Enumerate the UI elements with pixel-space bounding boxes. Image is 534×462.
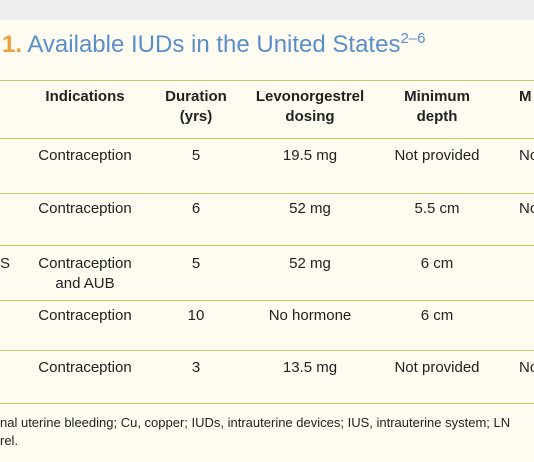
cell-line: 52 mg	[289, 200, 331, 217]
cell-line: Contraception	[38, 200, 132, 217]
cell-line: 6	[191, 200, 201, 217]
cell-line: dosing	[285, 108, 335, 125]
column-header: Levonorgestrel dosing	[242, 87, 378, 127]
cell-line: S	[0, 255, 11, 272]
table-cell: No	[519, 199, 534, 219]
title: 1. Available IUDs in the United States2–…	[2, 30, 425, 59]
table-cell: Contraception and AUB	[20, 254, 150, 294]
cell-line: Contraception	[38, 255, 132, 272]
table-cell: 3	[150, 358, 242, 378]
cell-line: 5.5 cm	[414, 200, 460, 217]
cell-line: depth	[416, 108, 458, 125]
table-cell: 5	[150, 254, 242, 274]
cell-line: Minimum	[404, 88, 470, 105]
cell-line: Contraception	[38, 307, 132, 324]
row-rule	[0, 138, 534, 139]
cell-line: 19.5 mg	[282, 147, 338, 164]
title-superscript: 2–6	[400, 30, 426, 47]
table-cell: 5.5 cm	[378, 199, 496, 219]
table-cell: Contraception	[20, 146, 150, 166]
row-rule	[0, 350, 534, 351]
column-header: Indications	[20, 87, 150, 107]
table-cell: S	[0, 254, 20, 274]
row-rule	[0, 300, 534, 301]
column-header: Minimum depth	[378, 87, 496, 127]
cell-line: Contraception	[38, 359, 132, 376]
cell-line: 3	[191, 359, 201, 376]
table-cell: Contraception	[20, 199, 150, 219]
cell-line: Not provided	[394, 147, 480, 164]
table-cell: 19.5 mg	[242, 146, 378, 166]
table-cell: 52 mg	[242, 254, 378, 274]
table-cell: 5	[150, 146, 242, 166]
cell-line: No	[519, 200, 534, 217]
column-header: Duration (yrs)	[150, 87, 242, 127]
cell-line: Levonorgestrel	[255, 88, 365, 105]
table-cell: No	[519, 358, 534, 378]
table-cell: 6	[150, 199, 242, 219]
table-cell: No	[519, 146, 534, 166]
row-rule	[0, 403, 534, 404]
footnote-line: rel.	[0, 433, 19, 448]
cell-line: 52 mg	[289, 255, 331, 272]
table-cell: 52 mg	[242, 199, 378, 219]
cell-line: 6 cm	[420, 255, 454, 272]
cell-line: 5	[191, 255, 201, 272]
table-cell: 13.5 mg	[242, 358, 378, 378]
cell-line: 10	[187, 307, 205, 324]
table-cell: Not provided	[378, 146, 496, 166]
row-rule	[0, 80, 534, 81]
table-cell: 10	[150, 306, 242, 326]
table-cell: 6 cm	[378, 306, 496, 326]
table-cell: 6 cm	[378, 254, 496, 274]
cell-line: (yrs)	[179, 108, 213, 125]
cell-line: No hormone	[268, 307, 352, 324]
table-cell: Not provided	[378, 358, 496, 378]
cell-line: M	[519, 88, 532, 105]
footnote-line: nal uterine bleeding; Cu, copper; IUDs, …	[0, 415, 511, 430]
title-text: Available IUDs in the United States	[27, 31, 401, 58]
cell-line: Not provided	[394, 359, 480, 376]
cell-line: Contraception	[38, 147, 132, 164]
row-rule	[0, 193, 534, 194]
table-cell: Contraception	[20, 358, 150, 378]
cell-line: No	[519, 359, 534, 376]
top-band	[0, 0, 534, 20]
cell-line: and AUB	[55, 275, 115, 292]
row-rule	[0, 245, 534, 246]
cell-line: Duration	[165, 88, 227, 105]
cell-line: Indications	[45, 88, 125, 105]
cell-line: No	[519, 147, 534, 164]
footnote: nal uterine bleeding; Cu, copper; IUDs, …	[0, 414, 510, 450]
title-number: 1.	[2, 31, 23, 58]
table-cell: No hormone	[242, 306, 378, 326]
column-header: M	[519, 87, 534, 107]
cell-line: 13.5 mg	[282, 359, 338, 376]
cell-line: 5	[191, 147, 201, 164]
table-cell: Contraception	[20, 306, 150, 326]
cell-line: 6 cm	[420, 307, 454, 324]
